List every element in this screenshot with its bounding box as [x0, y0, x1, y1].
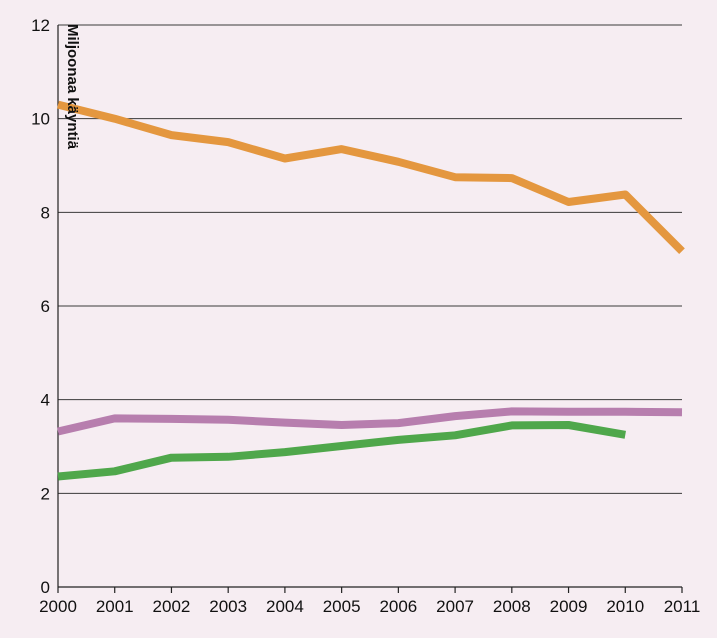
x-tick-labels: 2000 2001 2002 2003 2004 2005 2006 2007 2008 2009… — [39, 597, 700, 616]
x-tick-label: 2002 — [153, 597, 191, 616]
y-tick-label: 10 — [31, 110, 50, 129]
x-tick-label: 2001 — [96, 597, 134, 616]
x-tick-label: 2004 — [266, 597, 304, 616]
y-tick-label: 6 — [41, 297, 50, 316]
y-axis-label: Miljoonaa käyntiä — [64, 24, 81, 150]
gridlines — [58, 24, 682, 494]
y-tick-labels: 0 2 4 6 8 10 12 — [31, 16, 50, 597]
y-tick-label: 8 — [41, 203, 50, 222]
y-tick-label: 0 — [41, 578, 50, 597]
x-tick-label: 2011 — [664, 597, 701, 616]
x-tick-label: 2006 — [379, 597, 417, 616]
x-tick-label: 2000 — [39, 597, 77, 616]
x-tick-label: 2009 — [550, 597, 588, 616]
y-tick-label: 2 — [41, 484, 50, 503]
axes — [57, 25, 683, 593]
series-lines — [57, 100, 685, 481]
y-tick-label: 4 — [41, 391, 50, 410]
x-tick-label: 2008 — [493, 597, 531, 616]
x-tick-label: 2003 — [209, 597, 247, 616]
y-tick-label: 12 — [31, 16, 50, 35]
x-tick-label: 2010 — [606, 597, 644, 616]
x-tick-label: 2005 — [323, 597, 361, 616]
series-line-2 — [57, 407, 683, 436]
series-line-1 — [57, 100, 685, 255]
series-line-3 — [57, 421, 626, 481]
x-tick-label: 2007 — [436, 597, 474, 616]
